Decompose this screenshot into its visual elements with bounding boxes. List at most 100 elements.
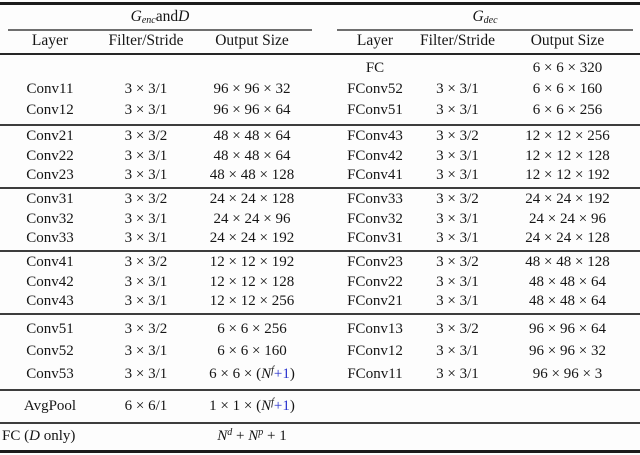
output-cell: 12 × 12 × 256	[209, 292, 295, 309]
output-cell: 96 × 96 × 32	[213, 81, 291, 98]
filter-cell: 3 × 3/2	[436, 320, 479, 337]
table-row: Conv23 3 × 3/1 48 × 48 × 128 FConv41 3 × 3/1…	[0, 166, 640, 184]
header-grid-row: Layer Filter/Stride Output Size Layer Filter…	[0, 31, 640, 52]
row-group: Conv21 3 × 3/2 48 × 48 × 64 FConv43 3 × 3/2 1…	[0, 124, 640, 187]
filter-cell: 3 × 3/2	[124, 191, 168, 208]
table-row: Conv11 3 × 3/1 96 × 96 × 32 FConv52 3 × 3/1 6…	[0, 81, 640, 98]
output-cell: Nd + Np + 1	[217, 427, 287, 445]
output-cell: 24 × 24 × 192	[209, 229, 295, 246]
table-row: Conv22 3 × 3/1 48 × 48 × 64 FConv42 3 × 3/1 1…	[0, 147, 640, 165]
layer-cell: FConv12	[347, 343, 403, 360]
right-title-underline	[337, 29, 633, 31]
layer-cell: Conv42	[26, 273, 74, 290]
output-cell: 48 × 48 × 128	[209, 166, 295, 183]
layer-cell: Conv41	[26, 254, 74, 271]
output-cell: 12 × 12 × 256	[525, 128, 610, 145]
column-header: Layer	[356, 32, 394, 50]
layer-cell: FConv21	[347, 292, 403, 309]
filter-cell: 3 × 3/2	[124, 128, 168, 145]
header-underline	[0, 53, 640, 55]
filter-cell: 3 × 3/1	[436, 292, 479, 309]
output-cell: 6 × 6 × 320	[532, 60, 603, 77]
layer-cell: FConv11	[347, 365, 403, 382]
table-row: Conv51 3 × 3/2 6 × 6 × 256 FConv13 3 × 3/2 96…	[0, 320, 640, 338]
output-cell: 12 × 12 × 192	[209, 254, 295, 271]
output-cell: 6 × 6 × 256	[532, 102, 603, 119]
table-row: Conv42 3 × 3/1 12 × 12 × 128 FConv22 3 × 3/1…	[0, 273, 640, 291]
layer-cell: Conv52	[26, 343, 74, 360]
filter-cell: 3 × 3/1	[124, 81, 168, 98]
output-cell: 96 × 96 × 32	[529, 343, 606, 360]
filter-cell: 3 × 3/1	[436, 343, 479, 360]
table-body: FC 6 × 6 × 320 Conv11 3 × 3/1 96 × 96 × 32 FC…	[0, 56, 640, 450]
output-cell: 48 × 48 × 128	[525, 254, 610, 271]
output-cell: 12 × 12 × 128	[209, 273, 295, 290]
layer-cell: FConv41	[347, 166, 403, 183]
layer-cell: FConv13	[347, 320, 403, 337]
layer-cell: FConv22	[347, 273, 403, 290]
filter-cell: 3 × 3/1	[124, 365, 168, 382]
filter-cell: 3 × 3/2	[436, 254, 479, 271]
output-cell: 96 × 96 × 3	[532, 365, 603, 382]
filter-cell: 3 × 3/1	[436, 166, 479, 183]
column-header: Output Size	[215, 32, 289, 50]
layer-cell: FConv42	[347, 147, 403, 164]
table-row: Conv52 3 × 3/1 6 × 6 × 160 FConv12 3 × 3/1 96…	[0, 343, 640, 360]
filter-cell: 3 × 3/1	[124, 343, 168, 360]
output-cell: 12 × 12 × 128	[525, 147, 610, 164]
output-cell: 24 × 24 × 192	[525, 191, 610, 208]
layer-cell: Conv33	[26, 229, 74, 246]
layer-cell: AvgPool	[23, 397, 77, 414]
layer-cell: FConv31	[347, 229, 403, 246]
filter-cell: 3 × 3/1	[124, 147, 168, 164]
table-row: AvgPool 6 × 6/1 1 × 1 × (Nf+1)	[0, 396, 640, 415]
filter-cell: 3 × 3/2	[124, 320, 168, 337]
table-row: Conv32 3 × 3/1 24 × 24 × 96 FConv32 3 × 3/1 2…	[0, 211, 640, 228]
layer-cell: FConv33	[347, 191, 403, 208]
table-row: Conv33 3 × 3/1 24 × 24 × 192 FConv31 3 × 3/1…	[0, 229, 640, 247]
column-header: Layer	[31, 32, 69, 50]
layer-cell: Conv23	[26, 166, 74, 183]
row-group: FC 6 × 6 × 320 Conv11 3 × 3/1 96 × 96 × 32 FC…	[0, 56, 640, 124]
output-cell: 48 × 48 × 64	[529, 292, 606, 309]
filter-cell: 3 × 3/1	[436, 273, 479, 290]
layer-cell: FConv23	[347, 254, 403, 271]
filter-cell: 3 × 3/1	[124, 292, 168, 309]
layer-cell: Conv51	[26, 320, 74, 337]
layer-cell: Conv31	[26, 191, 74, 208]
table-row: Conv41 3 × 3/2 12 × 12 × 192 FConv23 3 × 3/2…	[0, 255, 640, 271]
table-row: Conv53 3 × 3/1 6 × 6 × (Nf+1) FConv11 3 × 3/…	[0, 364, 640, 383]
output-cell: 48 × 48 × 64	[213, 147, 291, 164]
filter-cell: 3 × 3/2	[436, 128, 479, 145]
column-header: Filter/Stride	[420, 32, 495, 50]
layer-cell: Conv11	[26, 81, 74, 98]
layer-cell: Conv53	[26, 365, 74, 382]
filter-cell: 3 × 3/2	[124, 254, 168, 271]
output-cell: 24 × 24 × 128	[209, 191, 295, 208]
filter-cell: 3 × 3/1	[436, 147, 479, 164]
output-cell: 48 × 48 × 64	[213, 128, 291, 145]
filter-cell: 3 × 3/1	[436, 102, 479, 119]
output-cell: 48 × 48 × 64	[529, 273, 606, 290]
highlight-term: +1	[273, 365, 290, 382]
output-cell: 24 × 24 × 128	[525, 229, 610, 246]
table-row: Conv43 3 × 3/1 12 × 12 × 256 FConv21 3 × 3/1…	[0, 292, 640, 310]
output-cell: 6 × 6 × (Nf+1)	[209, 364, 295, 382]
filter-cell: 3 × 3/1	[124, 102, 168, 119]
filter-cell: 3 × 3/1	[436, 229, 479, 246]
highlight-term: +1	[273, 397, 290, 414]
filter-cell: 6 × 6/1	[124, 397, 168, 414]
output-cell: 6 × 6 × 160	[217, 343, 287, 360]
layer-cell: FConv43	[347, 128, 403, 145]
row-group: AvgPool 6 × 6/1 1 × 1 × (Nf+1)	[0, 389, 640, 422]
filter-cell: 3 × 3/2	[436, 191, 479, 208]
layer-cell: Conv43	[26, 292, 74, 309]
layer-cell: FC (D only)	[2, 428, 76, 445]
table-row: FC 6 × 6 × 320	[0, 60, 640, 77]
left-title-underline	[8, 29, 312, 31]
output-cell: 1 × 1 × (Nf+1)	[209, 396, 295, 414]
table-row: FC (D only) Nd + Np + 1	[0, 427, 640, 445]
output-cell: 6 × 6 × 256	[217, 320, 287, 337]
